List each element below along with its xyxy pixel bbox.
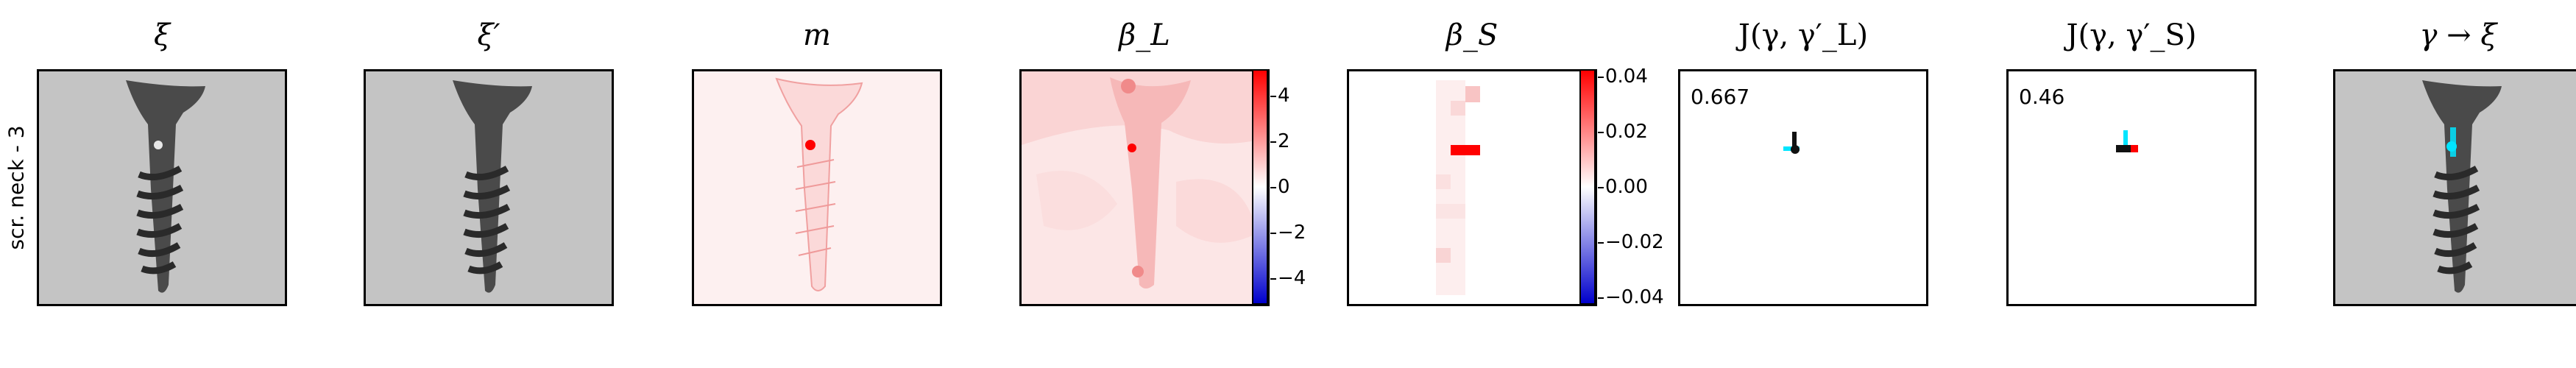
image-beta-s bbox=[1347, 69, 1597, 306]
panel-title-j-s: J(γ, γ′_S) bbox=[2066, 18, 2197, 52]
panel-title-m: m bbox=[803, 18, 831, 52]
score-j-l: 0.667 bbox=[1691, 85, 1750, 109]
image-j-l: 0.667 bbox=[1678, 69, 1928, 306]
row-label-wrap: scr. neck - 3 bbox=[0, 69, 32, 306]
image-gamma-to-xi bbox=[2333, 69, 2576, 306]
overlap-image-j-s bbox=[2116, 130, 2138, 152]
panel-title-j-l: J(γ, γ′_L) bbox=[1738, 18, 1869, 52]
tick-s-000: 0.00 bbox=[1598, 176, 1648, 198]
image-beta-l bbox=[1019, 69, 1270, 306]
panel-title-xi-prime: ξ′ bbox=[477, 18, 500, 52]
image-j-s: 0.46 bbox=[2006, 69, 2257, 306]
mask-image-m bbox=[694, 71, 940, 304]
image-m bbox=[692, 69, 942, 306]
panel-gamma-to-xi: γ → ξ bbox=[2333, 0, 2576, 368]
colorbar-beta-s bbox=[1579, 69, 1596, 305]
screw-image-xi-prime bbox=[366, 71, 612, 304]
heatmap-beta-l bbox=[1022, 71, 1267, 304]
colorbar-beta-l-ticks: 4 2 0 −2 −4 bbox=[1270, 69, 1373, 305]
panel-title-beta-l: β_L bbox=[1119, 18, 1170, 52]
overlap-image-j-l bbox=[1783, 132, 1800, 154]
tick-s-neg002: −0.02 bbox=[1598, 231, 1664, 253]
row-label: scr. neck - 3 bbox=[4, 125, 29, 250]
tick-s-neg004: −0.04 bbox=[1598, 286, 1664, 308]
image-xi-prime bbox=[364, 69, 614, 306]
tick-s-002: 0.02 bbox=[1598, 121, 1648, 143]
overlay-image-gamma-to-xi bbox=[2335, 71, 2576, 304]
panel-j-l: J(γ, γ′_L) 0.667 bbox=[1678, 0, 1928, 368]
tick-l-4: 4 bbox=[1270, 85, 1290, 107]
image-xi bbox=[37, 69, 287, 306]
panel-beta-l: β_L bbox=[1019, 0, 1270, 368]
panel-m: m bbox=[692, 0, 942, 368]
panel-j-s: J(γ, γ′_S) 0.46 bbox=[2006, 0, 2257, 368]
screw-image-xi bbox=[39, 71, 285, 304]
panel-title-gamma-to-xi: γ → ξ bbox=[2419, 18, 2497, 52]
panel-title-beta-s: β_S bbox=[1446, 18, 1498, 52]
colorbar-beta-s-ticks: 0.04 0.02 0.00 −0.02 −0.04 bbox=[1598, 66, 1701, 308]
heatmap-beta-s bbox=[1349, 71, 1595, 304]
score-j-s: 0.46 bbox=[2019, 85, 2065, 109]
panel-xi: ξ bbox=[37, 0, 287, 368]
tick-l-2: 2 bbox=[1270, 130, 1290, 152]
colorbar-beta-l bbox=[1252, 69, 1268, 305]
tick-l-neg4: −4 bbox=[1270, 267, 1306, 289]
panel-title-xi: ξ bbox=[153, 18, 171, 52]
tick-l-0: 0 bbox=[1270, 176, 1290, 198]
tick-s-004: 0.04 bbox=[1598, 66, 1648, 88]
panel-beta-s: β_S bbox=[1347, 0, 1597, 368]
tick-l-neg2: −2 bbox=[1270, 222, 1306, 244]
panel-xi-prime: ξ′ bbox=[364, 0, 614, 368]
